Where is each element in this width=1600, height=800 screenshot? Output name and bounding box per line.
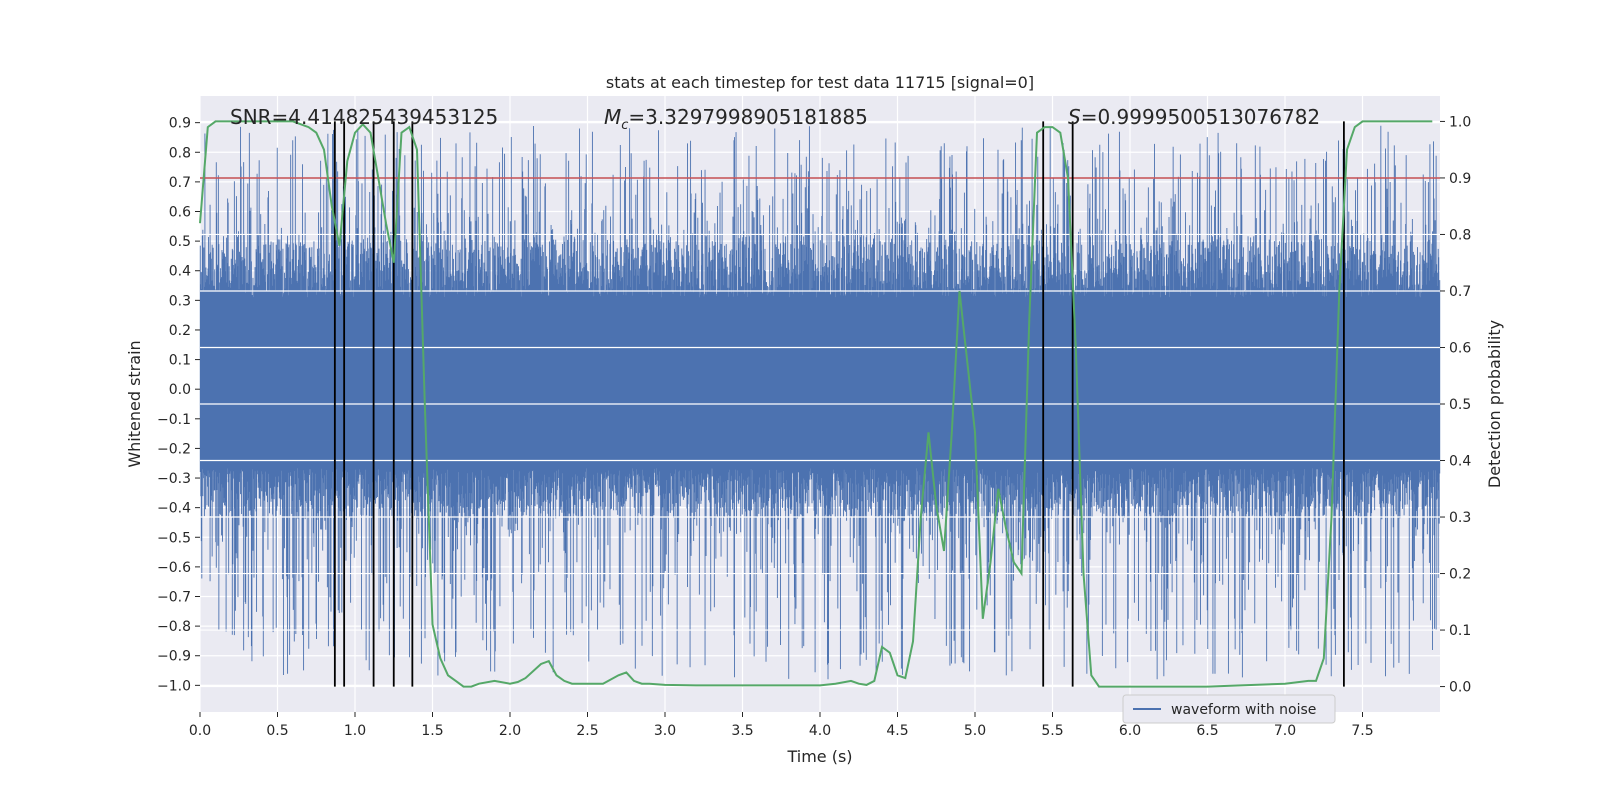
y-tick-label: −1.0 [157, 678, 191, 694]
y-tick-label: 0.3 [169, 293, 191, 309]
y2-axis-ticks: 1.0 0.9 0.8 0.7 0.6 0.5 0.4 0.3 0.2 0.1 0.0 [1440, 114, 1471, 696]
y-tick-label: 0.5 [169, 234, 191, 250]
waveform-series [199, 125, 1441, 680]
x-tick-label: 1.5 [421, 723, 443, 739]
detection-probability-line [199, 120, 1433, 688]
chart-title: stats at each timestep for test data 117… [606, 73, 1034, 92]
chirp-mass-subscript: c [621, 118, 628, 133]
y-tick-label: −0.2 [157, 441, 191, 457]
y-tick-label: −0.3 [157, 471, 191, 487]
score-symbol: S [1068, 105, 1081, 129]
snr-annotation: SNR=4.414825439453125 [230, 105, 498, 129]
x-tick-label: 3.0 [654, 723, 676, 739]
score-value: =0.9999500513076782 [1081, 105, 1320, 129]
y-axis-ticks: 0.9 0.8 0.7 0.6 0.5 0.4 0.3 0.2 0.1 0.0 −0.1 −0.2 −0… [157, 116, 200, 694]
x-tick-label: 5.0 [964, 723, 986, 739]
y-tick-label: 0.8 [169, 145, 191, 161]
y2-tick-label: 0.0 [1449, 680, 1471, 696]
chirp-mass-symbol: M [604, 105, 621, 129]
y2-tick-label: 0.3 [1449, 510, 1471, 526]
waveform-spikes [199, 125, 1441, 680]
y-tick-label: 0.2 [169, 323, 191, 339]
y-tick-label: −0.8 [157, 619, 191, 635]
y-tick-label: −0.4 [157, 501, 191, 517]
y2-tick-label: 0.2 [1449, 567, 1471, 583]
y-tick-label: 0.6 [169, 205, 191, 221]
y-tick-label: −0.9 [157, 649, 191, 665]
x-tick-label: 2.0 [499, 723, 521, 739]
chirp-mass-annotation: Mc=3.3297998905181885 [604, 105, 868, 133]
y2-tick-label: 0.9 [1449, 171, 1471, 187]
y-tick-label: 0.0 [169, 382, 191, 398]
y2-tick-label: 0.8 [1449, 227, 1471, 243]
y2-tick-label: 0.7 [1449, 284, 1471, 300]
y2-axis-label: Detection probability [1485, 320, 1504, 488]
x-tick-label: 4.5 [886, 723, 908, 739]
score-annotation: S=0.9999500513076782 [1068, 105, 1320, 129]
y-tick-label: −0.6 [157, 560, 191, 576]
x-tick-label: 1.0 [344, 723, 366, 739]
x-tick-label: 6.0 [1119, 723, 1141, 739]
x-tick-label: 6.5 [1196, 723, 1218, 739]
x-tick-label: 3.5 [731, 723, 753, 739]
x-tick-label: 7.0 [1274, 723, 1296, 739]
x-axis-label: Time (s) [786, 747, 852, 766]
legend-box [1122, 694, 1336, 724]
event-lines [333, 121, 1345, 687]
y-tick-label: 0.4 [169, 264, 191, 280]
x-tick-label: 4.0 [809, 723, 831, 739]
chirp-mass-value: =3.3297998905181885 [628, 105, 867, 129]
x-tick-label: 7.5 [1351, 723, 1373, 739]
y-tick-label: 0.7 [169, 175, 191, 191]
y-axis-label: Whitened strain [125, 340, 144, 467]
x-axis-ticks: 0.0 0.5 1.0 1.5 2.0 2.5 3.0 3.5 4.0 4.5 5.0 5.5 6.0 6… [189, 712, 1374, 739]
y-tick-label: 0.9 [169, 116, 191, 132]
y-tick-label: −0.7 [157, 590, 191, 606]
y-tick-label: −0.5 [157, 530, 191, 546]
y2-tick-label: 0.6 [1449, 340, 1471, 356]
y-tick-label: 0.1 [169, 353, 191, 369]
x-tick-label: 0.5 [266, 723, 288, 739]
y2-tick-label: 1.0 [1449, 114, 1471, 130]
y2-tick-label: 0.4 [1449, 454, 1471, 470]
y2-tick-label: 0.5 [1449, 397, 1471, 413]
y2-tick-label: 0.1 [1449, 623, 1471, 639]
legend-label: waveform with noise [1171, 702, 1316, 718]
x-tick-label: 0.0 [189, 723, 211, 739]
x-tick-label: 5.5 [1041, 723, 1063, 739]
y-tick-label: −0.1 [157, 412, 191, 428]
x-tick-label: 2.5 [576, 723, 598, 739]
legend: waveform with noise [1122, 694, 1336, 724]
